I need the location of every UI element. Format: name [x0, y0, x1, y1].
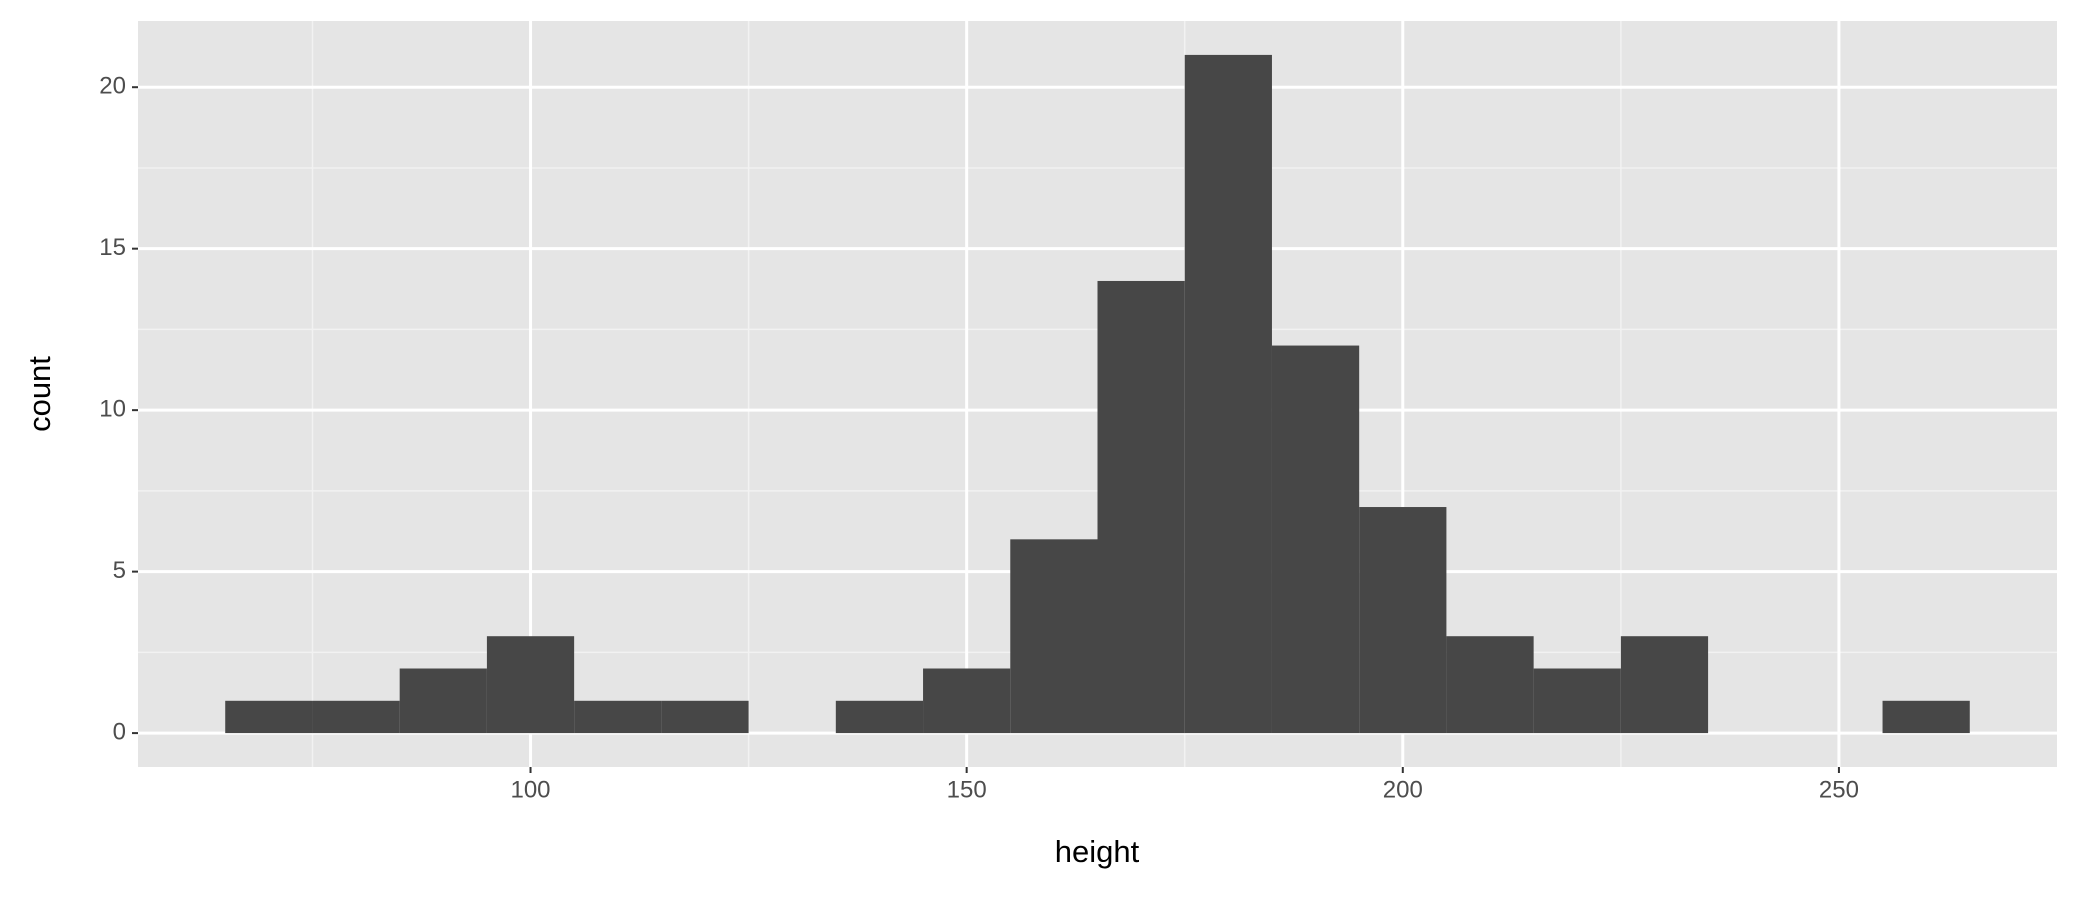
y-tick-label: 15 — [99, 234, 126, 261]
bar — [1882, 700, 1970, 734]
bar — [486, 636, 575, 734]
x-tick-label: 100 — [510, 776, 550, 803]
x-tick-label: 250 — [1819, 776, 1859, 803]
bar — [1533, 668, 1621, 734]
y-axis-title: count — [22, 356, 57, 432]
bar — [835, 700, 924, 734]
bar — [1097, 280, 1185, 734]
bar — [312, 700, 400, 734]
bar — [1359, 507, 1447, 734]
y-tick-label: 20 — [99, 73, 126, 100]
bar — [923, 668, 1011, 734]
bar — [574, 700, 662, 734]
x-tick-label: 150 — [947, 776, 987, 803]
bar — [661, 700, 749, 734]
x-axis-title: height — [1055, 834, 1140, 869]
y-tick-label: 5 — [113, 557, 126, 584]
y-tick-label: 10 — [99, 395, 126, 422]
bar — [1446, 636, 1534, 734]
bar — [1010, 539, 1098, 734]
bar — [1271, 345, 1360, 734]
bar — [1620, 636, 1709, 734]
y-tick-label: 0 — [113, 718, 126, 745]
bar — [1184, 54, 1272, 734]
bar — [225, 700, 313, 734]
x-tick-label: 200 — [1383, 776, 1423, 803]
bar — [399, 668, 487, 734]
